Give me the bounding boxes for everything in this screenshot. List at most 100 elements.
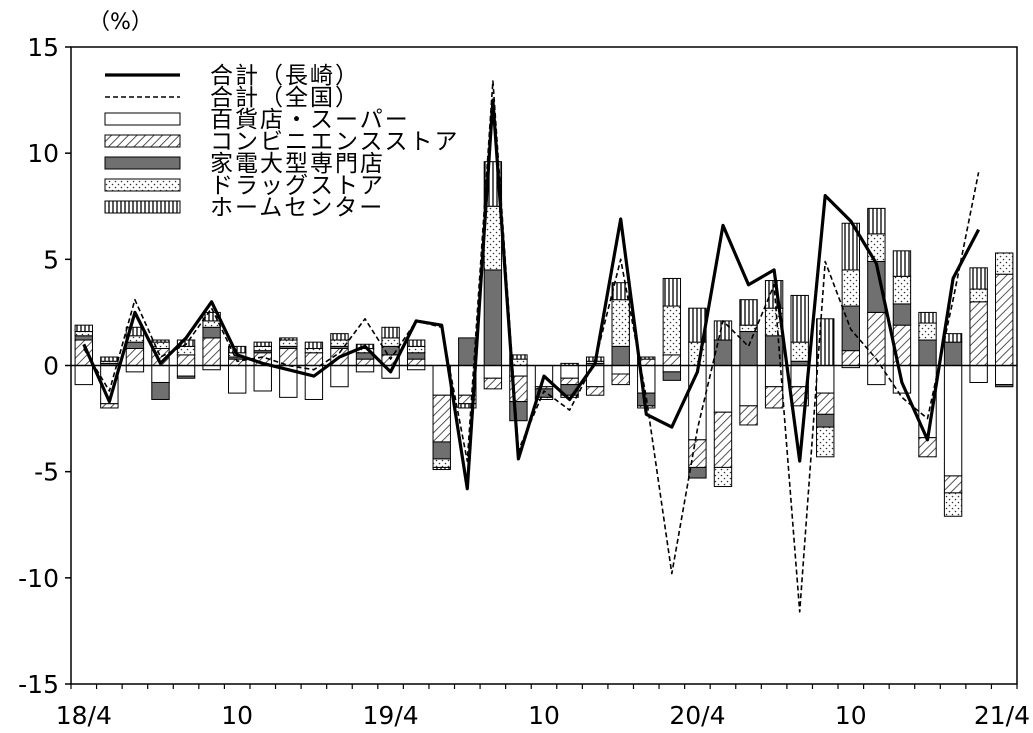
bar-segment-dots (969, 288, 988, 303)
bar-segment-white (713, 365, 733, 413)
bar-segment-white (74, 365, 93, 386)
bar-segment-hatch (662, 354, 682, 366)
bar-segment-dots (151, 341, 170, 350)
bar-segment-vstripe (279, 337, 298, 341)
bar-segment-white (943, 365, 963, 477)
bar-segment-dots (381, 337, 400, 347)
legend-label: ドラッグストア (210, 173, 385, 199)
bar-segment-gray (892, 303, 912, 326)
bar-segment-gray (943, 341, 963, 367)
legend-label: 合計（長崎） (210, 63, 360, 89)
bar-segment-gray (74, 335, 93, 341)
bar-segment-white (662, 365, 682, 373)
bar-segment-gray (816, 413, 835, 428)
bar-segment-white (739, 365, 758, 407)
bar-segment-white (355, 365, 375, 373)
bar-segment-white (969, 365, 988, 383)
bar-segment-hatch (483, 377, 503, 390)
bar-segment-vstripe (969, 267, 988, 290)
bar-segment-vstripe (790, 294, 809, 343)
bar-segment-white (611, 365, 630, 375)
bar-segment-white (995, 365, 1014, 386)
y-tick-label: 15 (27, 33, 59, 62)
legend: 合計（長崎）合計（全国）百貨店・スーパーコンビニエンスストア家電大型専門店ドラッ… (104, 63, 458, 221)
y-tick-label: -5 (34, 458, 59, 487)
bar-segment-hatch (355, 358, 375, 367)
bar-segment-gray (662, 371, 682, 381)
legend-label: 百貨店・スーパー (210, 107, 410, 133)
bar-segment-gray (125, 341, 145, 350)
bar-segment-hatch (406, 358, 426, 367)
bar-segment-hatch (100, 403, 119, 409)
bar-segment-hatch (560, 377, 579, 386)
bar-segment-hatch (611, 373, 630, 386)
bar-segment-gray (611, 345, 630, 367)
bar-segment-white (227, 365, 247, 394)
bar-segment-gray (406, 352, 426, 360)
bar-segment-white (176, 365, 196, 377)
bar-segment-dots (74, 331, 93, 337)
bar-segment-vstripe (943, 333, 963, 343)
y-tick-label: -10 (18, 564, 59, 593)
legend-swatch-gray (104, 156, 181, 170)
bar-segment-gray (483, 269, 503, 367)
bar-segment-hatch (841, 350, 861, 366)
bar-segment-dots (611, 299, 630, 347)
bar-segment-dots (534, 396, 554, 400)
bar-segment-hatch (202, 337, 221, 366)
x-tick-label: 10 (528, 701, 560, 730)
bar-segment-vstripe (74, 324, 93, 333)
bar-segment-gray (739, 331, 758, 367)
bar-segment-dots (918, 322, 937, 341)
bar-segment-vstripe (867, 207, 886, 235)
bar-segment-gray (918, 339, 937, 366)
bar-segment-hatch (176, 354, 196, 366)
bar-segment-vstripe (432, 466, 451, 471)
bar-segment-dots (995, 252, 1014, 275)
bar-segment-dots (253, 345, 272, 352)
bar-segment-gray (458, 337, 477, 366)
bar-segment-hatch (125, 348, 145, 367)
bar-segment-vstripe (253, 341, 272, 347)
bar-segment-vstripe (381, 326, 400, 339)
bar-segment-hatch (995, 273, 1014, 366)
bar-segment-gray (688, 466, 707, 479)
bar-segment-gray (509, 401, 528, 422)
x-tick-label: 20/4 (669, 701, 725, 730)
legend-swatch-dots (104, 178, 181, 192)
bar-segment-gray (764, 335, 784, 367)
bar-segment-vstripe (151, 339, 170, 343)
legend-label: 合計（全国） (210, 85, 360, 111)
bar-segment-hatch (304, 352, 324, 367)
bar-segment-hatch (943, 475, 963, 494)
x-tick-label: 19/4 (363, 701, 419, 730)
bar-segment-white (560, 365, 579, 379)
bar-segment-dots (202, 320, 221, 328)
bar-segment-hatch (816, 392, 835, 415)
bar-segment-white (483, 365, 503, 379)
bar-segment-gray (151, 381, 170, 400)
bar-segment-hatch (585, 386, 605, 396)
unit-label: （%） (88, 10, 153, 35)
bar-segment-vstripe (304, 341, 324, 350)
legend-swatch-white (104, 112, 181, 126)
bar-segment-dots (279, 339, 298, 347)
legend-label: ホームセンター (210, 195, 384, 221)
bar-segment-dots (841, 269, 861, 307)
bar-segment-white (151, 365, 170, 383)
bar-segment-dots (406, 345, 426, 354)
bar-segment-vstripe (892, 250, 912, 277)
bar-segment-hatch (764, 386, 784, 409)
bar-segment-gray (176, 375, 196, 379)
bar-segment-gray (202, 326, 221, 339)
y-tick-label: 10 (27, 139, 59, 168)
bar-segment-dots (662, 305, 682, 356)
bar-segment-white (330, 365, 349, 388)
bar-segment-hatch (713, 411, 733, 468)
bar-segment-hatch (969, 301, 988, 366)
x-tick-label: 10 (221, 701, 253, 730)
bar-segment-dots (943, 492, 963, 517)
y-tick-label: -15 (18, 670, 59, 699)
x-tick-label: 21/4 (974, 701, 1030, 730)
